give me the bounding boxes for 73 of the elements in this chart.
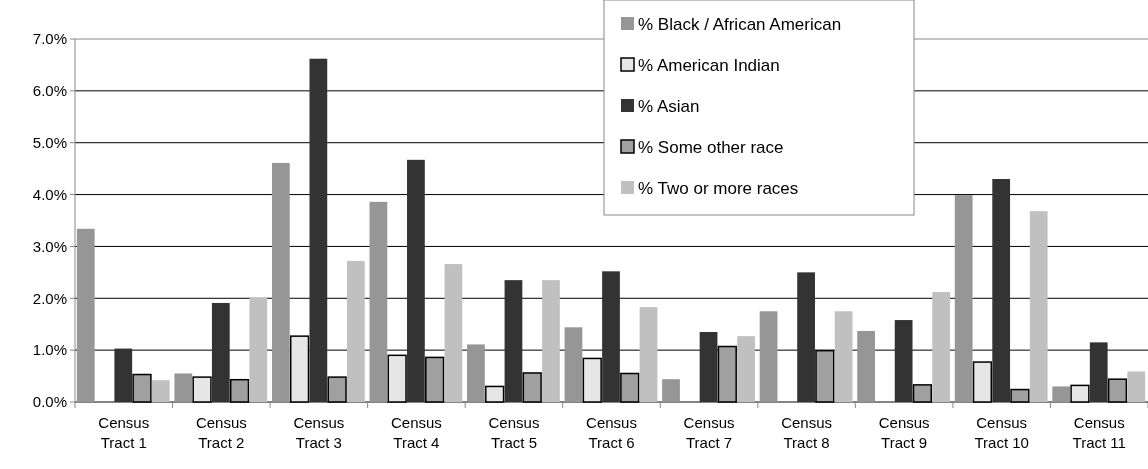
- bar: [602, 271, 620, 402]
- x-tick-label: Census Tract 2: [195, 414, 247, 451]
- bar: [347, 260, 365, 402]
- legend-label: % American Indian: [638, 55, 780, 75]
- x-tick-label: Census Tract 10: [974, 414, 1029, 451]
- bar: [737, 336, 755, 402]
- bar: [759, 311, 778, 402]
- bar: [699, 331, 718, 402]
- bar: [972, 361, 993, 403]
- bar: [249, 297, 268, 402]
- bar: [132, 373, 152, 403]
- bar: [1127, 371, 1146, 402]
- bar: [912, 384, 933, 403]
- bar: [894, 320, 913, 402]
- legend-label: % Some other race: [638, 137, 784, 157]
- bar: [1089, 342, 1108, 402]
- bar: [582, 357, 602, 403]
- x-tick-label: Census Tract 8: [781, 414, 833, 451]
- bar: [425, 356, 445, 403]
- bar: [76, 228, 95, 402]
- bar: [797, 272, 815, 402]
- bar: [444, 264, 463, 402]
- bar: [662, 379, 680, 402]
- bar: [229, 378, 250, 403]
- y-tick-label: 7.0%: [32, 30, 67, 48]
- bar: [639, 307, 658, 402]
- bar: [1010, 388, 1030, 403]
- bar: [467, 344, 485, 402]
- bar: [542, 280, 560, 402]
- bar: [485, 385, 505, 403]
- bar: [192, 376, 212, 403]
- x-tick-label: Census Tract 7: [683, 414, 735, 451]
- bar: [211, 302, 230, 402]
- bar: [522, 372, 542, 403]
- y-tick-label: 4.0%: [32, 185, 67, 203]
- legend-label: % Two or more races: [638, 178, 799, 198]
- x-tick-label: Census Tract 11: [1072, 414, 1126, 451]
- x-tick-label: Census Tract 3: [293, 414, 345, 451]
- x-tick-label: Census Tract 9: [878, 414, 930, 451]
- bar: [369, 201, 388, 402]
- y-tick-label: 2.0%: [32, 289, 67, 307]
- x-tick-label: Census Tract 5: [488, 414, 540, 451]
- x-tick-label: Census Tract 1: [98, 414, 150, 451]
- bar: [1052, 386, 1071, 402]
- bar: [834, 311, 853, 402]
- legend-label: % Black / African American: [638, 14, 842, 34]
- bar: [151, 380, 170, 402]
- y-tick-label: 3.0%: [32, 237, 67, 255]
- y-tick-label: 1.0%: [32, 341, 67, 359]
- bar: [564, 327, 583, 402]
- bar: [620, 372, 640, 403]
- bar: [114, 348, 133, 402]
- bar: [1029, 211, 1048, 402]
- bar: [327, 376, 347, 403]
- bar: [174, 373, 193, 402]
- bar: [271, 162, 290, 402]
- bar: [289, 335, 310, 403]
- bar: [932, 292, 951, 402]
- x-tick-label: Census Tract 6: [586, 414, 637, 451]
- y-tick-label: 5.0%: [32, 133, 67, 151]
- bar: [857, 330, 875, 402]
- y-tick-label: 6.0%: [32, 82, 67, 100]
- bar: [954, 195, 973, 402]
- bar: [504, 280, 523, 402]
- bar: [1070, 384, 1090, 403]
- bar: [309, 58, 328, 402]
- legend-label: % Asian: [638, 96, 700, 116]
- bar: [1107, 378, 1128, 403]
- bar: [992, 179, 1011, 402]
- y-tick-label: 0.0%: [32, 393, 67, 411]
- bar: [387, 354, 407, 403]
- bar: [407, 159, 425, 402]
- x-tick-label: Census Tract 4: [390, 414, 442, 451]
